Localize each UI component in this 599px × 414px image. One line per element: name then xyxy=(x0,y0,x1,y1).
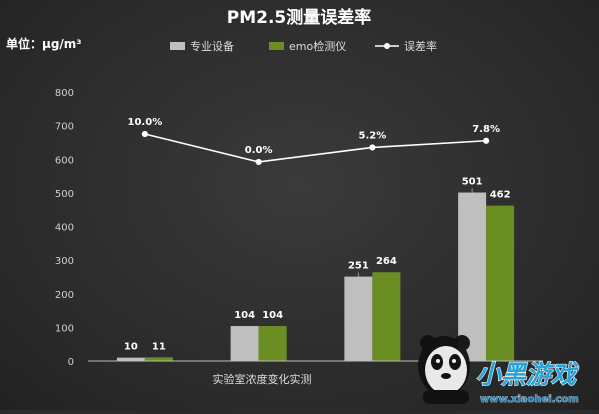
bar-series-2 xyxy=(258,326,287,361)
bar-data-label: 462 xyxy=(490,190,511,201)
bar-series-2 xyxy=(486,205,515,361)
chart-title: PM2.5测量误差率 xyxy=(227,7,372,28)
watermark: 小黑游戏 www.xiaohei.com xyxy=(418,335,580,405)
error-rate-label: 10.0% xyxy=(128,117,163,128)
x-axis-label: 实验室浓度变化实测 xyxy=(213,372,312,386)
bar-data-label: 251 xyxy=(348,261,369,272)
bar-series-1 xyxy=(458,192,487,361)
watermark-brand: 小黑游戏 xyxy=(476,360,579,389)
bars: 10 104 251 501 11 104 264 462 xyxy=(116,177,515,361)
watermark-url: www.xiaohei.com xyxy=(480,394,579,405)
y-tick-label: 200 xyxy=(55,290,74,301)
y-tick-label: 100 xyxy=(55,323,74,334)
legend-label-series-2: emo检测仪 xyxy=(289,39,346,53)
error-rate-line: 10.0% 0.0% 5.2% 7.8% xyxy=(128,117,500,166)
bar-series-1 xyxy=(344,276,373,361)
bar-data-label: 10 xyxy=(124,342,138,353)
legend-swatch-series-1 xyxy=(170,42,185,50)
unit-label: 单位：μg/m³ xyxy=(6,36,82,51)
bar-data-label: 11 xyxy=(152,341,166,352)
error-rate-label: 5.2% xyxy=(359,130,387,141)
legend: 专业设备 emo检测仪 误差率 xyxy=(170,39,437,53)
y-tick-label: 0 xyxy=(68,357,74,368)
legend-label-series-3: 误差率 xyxy=(404,39,437,53)
bar-series-2 xyxy=(144,357,173,361)
legend-marker-series-3 xyxy=(384,43,390,49)
error-rate-polyline xyxy=(144,133,487,163)
bar-series-1 xyxy=(230,326,259,361)
y-tick-label: 800 xyxy=(55,88,74,99)
y-tick-label: 500 xyxy=(55,189,74,200)
error-rate-point xyxy=(141,130,148,138)
error-rate-point xyxy=(369,144,376,151)
bar-data-label: 104 xyxy=(262,310,283,321)
y-tick-label: 600 xyxy=(55,155,74,166)
y-tick-label: 700 xyxy=(55,122,74,133)
bar-data-label: 104 xyxy=(234,310,255,321)
legend-label-series-1: 专业设备 xyxy=(190,39,234,53)
bar-data-label: 264 xyxy=(376,256,397,267)
panda-logo xyxy=(418,335,470,404)
error-rate-point xyxy=(255,158,262,166)
bar-series-1 xyxy=(116,357,145,361)
error-rate-label: 7.8% xyxy=(472,124,500,135)
legend-swatch-series-2 xyxy=(269,42,284,50)
bar-series-2 xyxy=(372,272,401,361)
y-tick-label: 400 xyxy=(55,223,74,234)
bar-data-label: 501 xyxy=(462,177,483,188)
error-rate-point xyxy=(483,137,490,144)
y-tick-label: 300 xyxy=(55,256,74,267)
y-axis: 0 100 200 300 400 500 600 700 800 xyxy=(55,88,74,368)
error-rate-label: 0.0% xyxy=(245,145,273,156)
